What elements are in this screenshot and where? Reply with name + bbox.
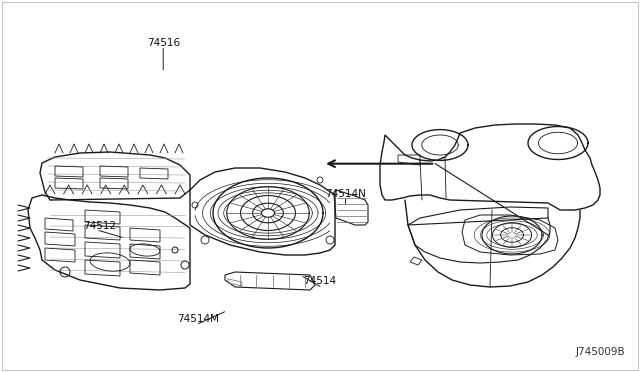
Text: 74516: 74516 — [147, 38, 180, 48]
Text: 74512: 74512 — [83, 221, 116, 231]
Text: 74514M: 74514M — [177, 314, 220, 324]
Text: 74514: 74514 — [303, 276, 337, 286]
Text: 74514N: 74514N — [325, 189, 366, 199]
Text: J745009B: J745009B — [575, 347, 625, 357]
